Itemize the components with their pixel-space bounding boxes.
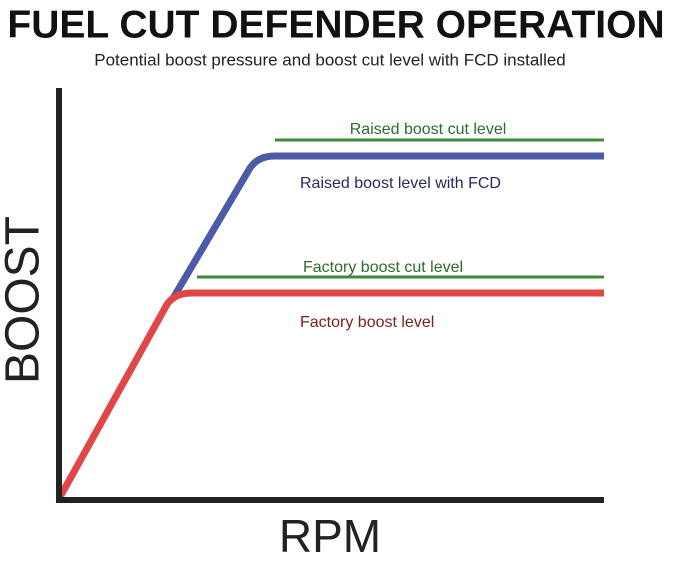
factory-boost-curve bbox=[56, 289, 604, 499]
title: FUEL CUT DEFENDER OPERATION bbox=[7, 3, 664, 46]
line-label: Factory boost cut level bbox=[303, 259, 463, 276]
y-axis-label: BOOST bbox=[0, 216, 50, 384]
line-label: Raised boost cut level bbox=[350, 121, 507, 138]
subtitle: Potential boost pressure and boost cut l… bbox=[94, 50, 566, 69]
raised-boost-curve bbox=[168, 152, 604, 302]
x-axis-label: RPM bbox=[279, 510, 381, 562]
line-label: Factory boost level bbox=[300, 314, 434, 331]
line-label: Raised boost level with FCD bbox=[300, 175, 501, 192]
